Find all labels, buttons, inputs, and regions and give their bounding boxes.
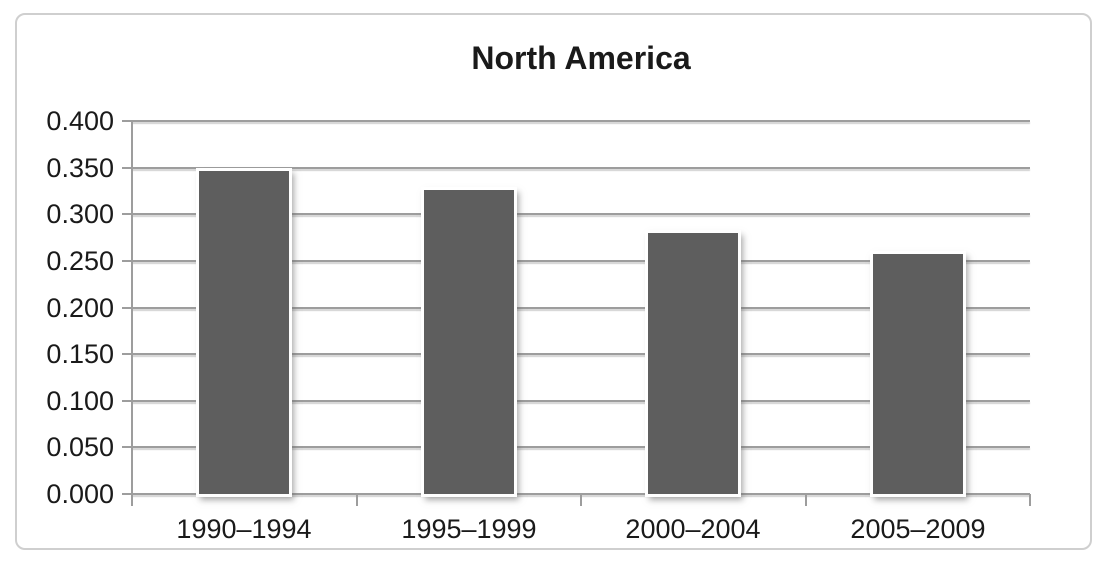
y-axis-line — [131, 120, 133, 506]
y-axis-tick — [122, 399, 132, 402]
y-axis-tick-label: 0.350 — [46, 152, 114, 183]
y-axis-tick — [122, 353, 132, 356]
x-axis-tick-label: 2005–2009 — [850, 514, 986, 544]
y-axis-tick — [122, 166, 132, 169]
gridline — [132, 353, 1030, 356]
chart-title: North America — [471, 40, 691, 76]
bar-2000-2004 — [648, 233, 738, 494]
y-axis-tick — [122, 120, 132, 122]
x-axis-tick — [580, 494, 582, 506]
y-axis-tick-label: 0.200 — [46, 292, 114, 323]
y-axis-tick-label: 0.100 — [46, 385, 114, 416]
bar-1990-1994 — [199, 171, 289, 494]
y-axis-tick-label: 0.250 — [46, 245, 114, 276]
x-axis-tick-label: 1995–1999 — [401, 514, 537, 544]
y-axis-tick-label: 0.050 — [46, 432, 114, 463]
x-axis-tick — [804, 494, 807, 506]
gridline — [132, 166, 1030, 169]
gridline — [132, 399, 1030, 402]
x-axis-tick — [355, 494, 358, 506]
y-axis-tick-label: 0.150 — [46, 339, 114, 370]
gridline — [132, 306, 1030, 309]
y-axis-tick — [122, 446, 132, 449]
x-axis-tick — [1029, 494, 1031, 506]
y-axis-tick-label: 0.400 — [46, 106, 114, 136]
gridline — [132, 120, 1030, 122]
y-axis-tick — [122, 259, 132, 262]
bar-1995-1999 — [424, 190, 514, 494]
y-axis-tick-label: 0.300 — [46, 199, 114, 230]
x-axis-tick-label: 1990–1994 — [176, 514, 312, 544]
y-axis-tick — [122, 493, 132, 495]
bar-2005-2009 — [873, 254, 963, 494]
gridline — [132, 259, 1030, 262]
x-axis-tick-label: 2000–2004 — [625, 514, 761, 544]
y-axis-tick — [122, 306, 132, 309]
y-axis-tick — [122, 213, 132, 216]
gridline — [132, 446, 1030, 449]
y-axis-tick-label: 0.000 — [46, 479, 114, 509]
gridline — [132, 213, 1030, 216]
